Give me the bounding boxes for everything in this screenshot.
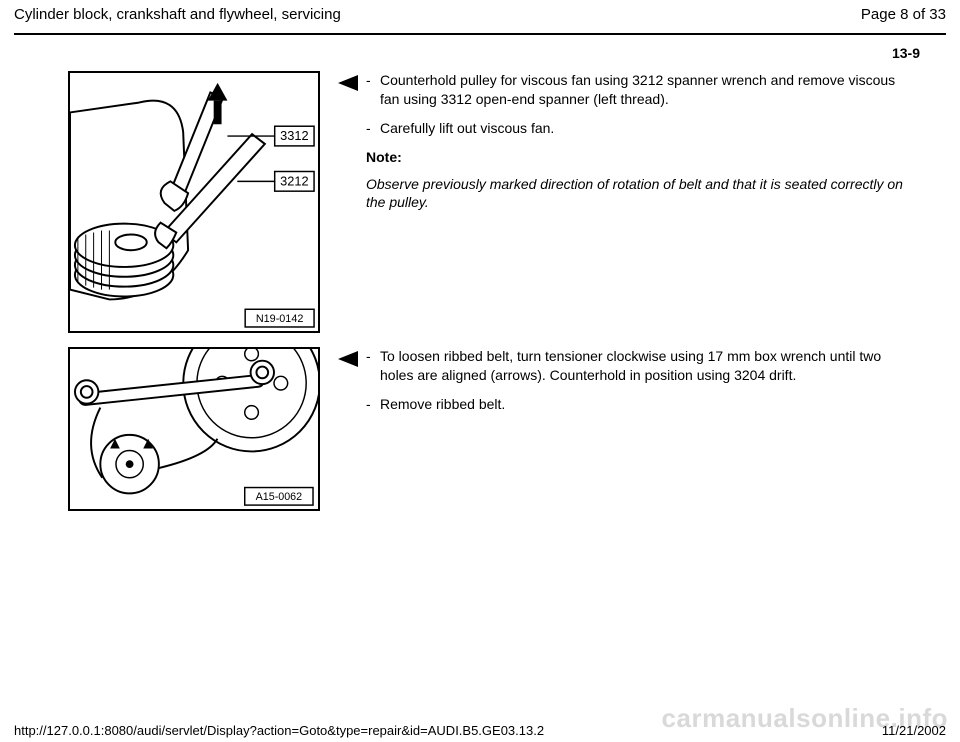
fig1-label-3312: 3312: [280, 128, 308, 143]
section-page-number: 13-9: [0, 35, 960, 65]
figure-1-svg: 3312 3212 N19-0142: [70, 73, 318, 331]
section-1-text: - Counterhold pulley for viscous fan usi…: [366, 71, 930, 222]
fig1-plate: N19-0142: [256, 313, 303, 325]
list-item: - Carefully lift out viscous fan.: [366, 119, 910, 138]
section-2-text: - To loosen ribbed belt, turn tensioner …: [366, 347, 930, 424]
dash-icon: -: [366, 119, 380, 138]
content-area: 3312 3212 N19-0142 - Counterhold pulley …: [0, 65, 960, 511]
bullet-text: To loosen ribbed belt, turn tensioner cl…: [380, 347, 910, 385]
bullet-text: Carefully lift out viscous fan.: [380, 119, 554, 138]
list-item: - Counterhold pulley for viscous fan usi…: [366, 71, 910, 109]
fig2-plate: A15-0062: [256, 491, 303, 503]
section-1-bullets: - Counterhold pulley for viscous fan usi…: [366, 71, 910, 138]
header-page-of: Page 8 of 33: [861, 6, 946, 23]
figure-2-svg: A15-0062: [70, 349, 318, 509]
figure-1: 3312 3212 N19-0142: [68, 71, 320, 333]
bullet-text: Counterhold pulley for viscous fan using…: [380, 71, 910, 109]
dash-icon: -: [366, 395, 380, 414]
bullet-text: Remove ribbed belt.: [380, 395, 505, 414]
page-header: Cylinder block, crankshaft and flywheel,…: [0, 0, 960, 29]
list-item: - Remove ribbed belt.: [366, 395, 910, 414]
header-title: Cylinder block, crankshaft and flywheel,…: [14, 6, 341, 23]
figure-2: A15-0062: [68, 347, 320, 511]
dash-icon: -: [366, 347, 380, 385]
page-footer: http://127.0.0.1:8080/audi/servlet/Displ…: [0, 723, 960, 742]
fig1-label-3212: 3212: [280, 173, 308, 188]
section-1: 3312 3212 N19-0142 - Counterhold pulley …: [68, 71, 930, 333]
note-body: Observe previously marked direction of r…: [366, 175, 910, 213]
pointer-arrow-2: [320, 347, 366, 376]
dash-icon: -: [366, 71, 380, 109]
footer-date: 11/21/2002: [882, 723, 946, 738]
list-item: - To loosen ribbed belt, turn tensioner …: [366, 347, 910, 385]
section-2: A15-0062 - To loosen ribbed belt, turn t…: [68, 347, 930, 511]
footer-url: http://127.0.0.1:8080/audi/servlet/Displ…: [14, 723, 544, 738]
note-label: Note:: [366, 148, 910, 167]
pointer-arrow-1: [320, 71, 366, 100]
section-2-bullets: - To loosen ribbed belt, turn tensioner …: [366, 347, 910, 414]
